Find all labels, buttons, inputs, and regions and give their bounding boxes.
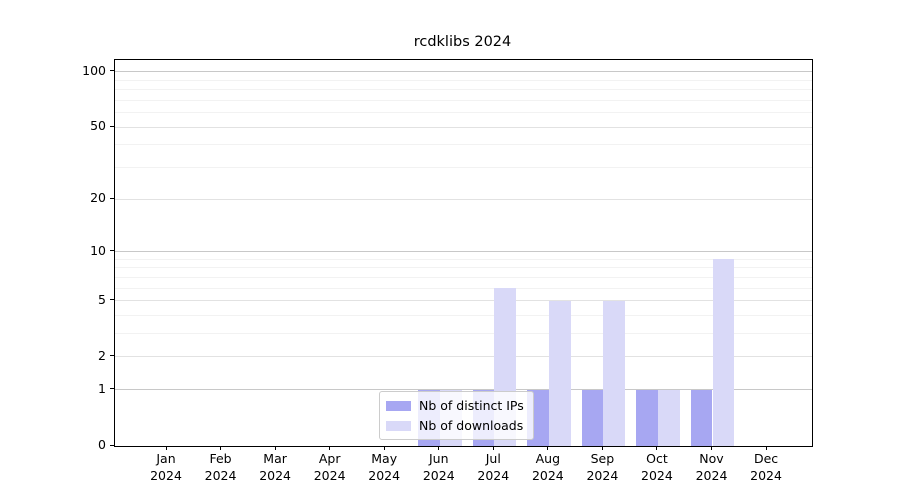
grid-line <box>115 126 812 128</box>
bar-downloads <box>603 300 626 446</box>
y-tick-label: 0 <box>98 437 106 452</box>
y-tick <box>110 355 114 357</box>
grid-line <box>115 276 812 278</box>
grid-line <box>115 333 812 335</box>
x-tick-label: Dec 2024 <box>750 451 782 483</box>
x-tick <box>329 446 331 450</box>
x-tick <box>656 446 658 450</box>
x-tick <box>383 446 385 450</box>
grid-line <box>115 314 812 316</box>
grid-line <box>115 112 812 114</box>
x-tick-label: Jul 2024 <box>477 451 510 483</box>
x-tick-label: Jan 2024 <box>150 451 182 483</box>
bar-distinct-ips <box>690 389 713 446</box>
plot-area <box>114 59 813 447</box>
x-tick-label: Aug 2024 <box>531 451 564 483</box>
legend-entry: Nb of downloads <box>386 418 524 433</box>
x-tick-label: Mar 2024 <box>259 451 291 483</box>
x-tick <box>492 446 494 450</box>
grid-line <box>115 89 812 91</box>
legend-swatch <box>386 420 411 431</box>
y-tick-label: 100 <box>82 62 106 78</box>
bar-downloads <box>657 389 680 446</box>
y-tick-label: 5 <box>98 291 106 307</box>
grid-line <box>115 258 812 260</box>
bar-downloads <box>548 300 571 446</box>
y-tick-label: 2 <box>98 347 106 363</box>
legend-label: Nb of distinct IPs <box>419 398 524 413</box>
y-tick-label: 10 <box>90 242 106 258</box>
x-tick <box>165 446 167 450</box>
chart-title: rcdklibs 2024 <box>413 34 512 50</box>
y-tick <box>110 125 114 127</box>
x-tick-label: Oct 2024 <box>641 451 673 483</box>
x-tick-label: Feb 2024 <box>204 451 237 483</box>
y-tick-label: 1 <box>98 380 106 396</box>
legend-label: Nb of downloads <box>419 418 524 433</box>
legend-swatch <box>386 400 411 411</box>
x-tick-label: Jun 2024 <box>422 451 455 483</box>
bar-distinct-ips <box>636 389 658 446</box>
legend: Nb of distinct IPs Nb of downloads <box>379 391 534 440</box>
x-tick <box>547 446 549 450</box>
bar-distinct-ips <box>581 389 604 446</box>
grid-line <box>115 99 812 101</box>
grid-line <box>115 198 812 200</box>
x-tick <box>601 446 603 450</box>
x-tick-label: Sep 2024 <box>586 451 619 483</box>
bar-downloads <box>712 259 735 446</box>
grid-line <box>115 300 812 302</box>
y-tick <box>110 70 114 72</box>
grid-line <box>115 251 812 253</box>
y-tick <box>110 197 114 199</box>
x-tick <box>438 446 440 450</box>
x-tick-label: May 2024 <box>368 451 401 483</box>
grid-line <box>115 71 812 73</box>
grid-line <box>115 79 812 81</box>
y-tick <box>110 299 114 301</box>
grid-line <box>115 356 812 358</box>
grid-line <box>115 167 812 169</box>
grid-line <box>115 267 812 269</box>
x-tick <box>711 446 712 450</box>
y-tick-label: 20 <box>90 190 106 206</box>
x-tick <box>274 446 276 450</box>
x-tick-label: Apr 2024 <box>313 451 346 483</box>
x-tick-label: Nov 2024 <box>695 451 728 483</box>
grid-line <box>115 144 812 146</box>
y-tick-label: 50 <box>90 118 106 134</box>
y-tick <box>110 388 114 390</box>
legend-entry: Nb of distinct IPs <box>386 398 524 413</box>
y-tick <box>110 444 114 446</box>
y-tick <box>110 250 114 252</box>
grid-line <box>115 287 812 289</box>
x-tick <box>220 446 222 450</box>
grid-line <box>115 389 812 391</box>
x-tick <box>765 446 767 450</box>
